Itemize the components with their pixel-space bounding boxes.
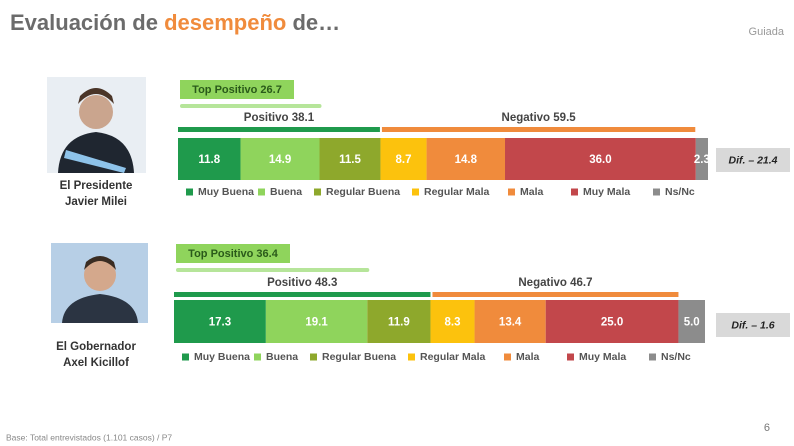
positive-label: Positivo 38.1 [244,112,315,124]
bar-segment [174,300,266,343]
data-label: 19.1 [305,317,328,329]
bar-segment [380,138,427,180]
difference-box [716,313,790,337]
legend-label: Regular Buena [326,186,400,198]
data-label: 14.8 [455,154,478,166]
legend-swatch [258,188,265,196]
bar-segment [695,138,708,180]
data-label: 2.3 [694,154,710,166]
difference-box [716,148,790,172]
bar-segment [265,300,368,343]
legend-swatch [254,353,261,361]
data-label: 17.3 [209,317,231,329]
bar-segment [545,300,679,343]
legend-swatch [182,353,189,361]
title-part: de… [286,10,340,35]
legend-swatch [653,188,660,196]
legend-swatch [310,353,317,361]
legend-swatch [314,188,321,196]
difference: Dif. – 1.6 [731,319,774,331]
legend-label: Mala [520,186,544,198]
positive-arrow [174,292,431,297]
positive-arrow [178,127,380,132]
data-label: 36.0 [589,154,611,166]
bar-segment [240,138,320,180]
top-line [180,104,322,108]
tag: Guiada [749,26,785,38]
negative-arrow [432,292,679,297]
data-label: 8.3 [445,317,461,329]
legend-label: Buena [266,351,298,363]
difference: Dif. – 21.4 [728,154,777,166]
bar-segment [474,300,546,343]
legend-swatch [649,353,656,361]
data-label: 11.8 [198,154,220,166]
negative-arrow [381,127,696,132]
data-label: 14.9 [269,154,291,166]
legend-swatch [412,188,419,196]
top-label: Top Positivo 36.4 [188,248,279,260]
legend-label: Regular Buena [322,351,396,363]
legend-swatch [571,188,578,196]
legend-swatch [567,353,574,361]
legend-swatch [186,188,193,196]
data-label: 11.9 [388,317,410,329]
legend-label: Muy Mala [579,351,626,363]
bar-segment [505,138,696,180]
legend-label: Muy Buena [198,186,254,198]
subject-line: El Presidente [60,180,133,192]
legend-label: Regular Mala [420,351,486,363]
negative-label: Negativo 46.7 [518,277,592,289]
title-part: Evaluación de [10,10,164,35]
top-box [176,244,290,263]
subject-line: Javier Milei [65,196,127,208]
positive-label: Positivo 48.3 [267,277,337,289]
legend-swatch [408,353,415,361]
top-line [176,268,370,272]
legend-label: Buena [270,186,302,198]
base-note: Base: Total entrevistados (1.101 casos) … [6,432,172,442]
page-number: 6 [764,422,770,434]
data-label: 5.0 [684,317,700,329]
bar-segment [319,138,381,180]
legend-label: Muy Mala [583,186,630,198]
subject-line: Axel Kicillof [63,357,129,369]
bar-segment [678,300,705,343]
legend-label: Muy Buena [194,351,250,363]
data-label: 11.5 [339,154,361,166]
title-part: desempeño [164,10,286,35]
data-label: 13.4 [499,317,522,329]
legend-label: Ns/Nc [665,186,695,198]
bar-segment [367,300,431,343]
bar-segment [426,138,506,180]
photo [47,77,146,173]
legend-label: Regular Mala [424,186,490,198]
legend-label: Mala [516,351,540,363]
legend-label: Ns/Nc [661,351,691,363]
legend-swatch [504,353,511,361]
bar-segment [178,138,241,180]
title: Evaluación de desempeño de… [10,10,340,35]
data-label: 25.0 [601,317,623,329]
data-label: 8.7 [396,154,412,166]
top-box [180,80,294,99]
subject-line: El Gobernador [56,341,136,353]
legend-swatch [508,188,515,196]
negative-label: Negativo 59.5 [502,112,577,124]
photo [51,243,148,323]
top-label: Top Positivo 26.7 [192,84,282,96]
bar-segment [430,300,475,343]
